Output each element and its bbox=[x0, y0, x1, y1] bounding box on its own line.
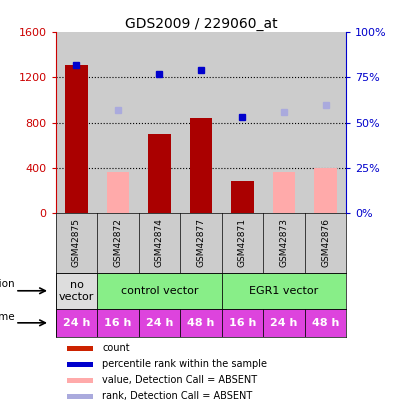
FancyBboxPatch shape bbox=[222, 273, 346, 309]
Text: 24 h: 24 h bbox=[146, 318, 173, 328]
Text: rank, Detection Call = ABSENT: rank, Detection Call = ABSENT bbox=[102, 392, 252, 401]
FancyBboxPatch shape bbox=[56, 309, 97, 337]
Bar bbox=[222, 32, 263, 213]
Text: time: time bbox=[0, 312, 15, 322]
Text: control vector: control vector bbox=[121, 286, 198, 296]
Text: 24 h: 24 h bbox=[63, 318, 90, 328]
Text: GSM42875: GSM42875 bbox=[72, 218, 81, 267]
Bar bbox=[107, 172, 129, 213]
Bar bbox=[273, 172, 295, 213]
Text: GSM42877: GSM42877 bbox=[197, 218, 205, 267]
Bar bbox=[180, 32, 222, 213]
Bar bbox=[65, 65, 88, 213]
FancyBboxPatch shape bbox=[97, 273, 222, 309]
Bar bbox=[67, 362, 94, 367]
Bar bbox=[67, 345, 94, 351]
Text: count: count bbox=[102, 343, 130, 354]
FancyBboxPatch shape bbox=[139, 309, 180, 337]
Text: infection: infection bbox=[0, 279, 15, 289]
Text: 16 h: 16 h bbox=[229, 318, 256, 328]
Text: 48 h: 48 h bbox=[187, 318, 215, 328]
Text: EGR1 vector: EGR1 vector bbox=[250, 286, 319, 296]
Text: 24 h: 24 h bbox=[270, 318, 298, 328]
Title: GDS2009 / 229060_at: GDS2009 / 229060_at bbox=[125, 17, 277, 31]
Bar bbox=[67, 377, 94, 383]
Bar bbox=[97, 32, 139, 213]
Text: 48 h: 48 h bbox=[312, 318, 339, 328]
FancyBboxPatch shape bbox=[180, 309, 222, 337]
Text: value, Detection Call = ABSENT: value, Detection Call = ABSENT bbox=[102, 375, 258, 386]
Text: GSM42874: GSM42874 bbox=[155, 218, 164, 267]
Bar bbox=[263, 32, 305, 213]
Bar bbox=[231, 181, 254, 213]
Bar bbox=[139, 32, 180, 213]
Text: GSM42872: GSM42872 bbox=[113, 218, 123, 267]
Bar bbox=[67, 394, 94, 399]
Text: 16 h: 16 h bbox=[104, 318, 132, 328]
Text: GSM42871: GSM42871 bbox=[238, 218, 247, 267]
Bar bbox=[189, 118, 213, 213]
Bar bbox=[314, 168, 337, 213]
FancyBboxPatch shape bbox=[97, 309, 139, 337]
Bar bbox=[305, 32, 346, 213]
Bar bbox=[148, 134, 171, 213]
FancyBboxPatch shape bbox=[222, 309, 263, 337]
Text: percentile rank within the sample: percentile rank within the sample bbox=[102, 359, 267, 369]
FancyBboxPatch shape bbox=[305, 309, 346, 337]
Text: no
vector: no vector bbox=[59, 280, 94, 302]
FancyBboxPatch shape bbox=[263, 309, 305, 337]
FancyBboxPatch shape bbox=[56, 273, 97, 309]
Text: GSM42876: GSM42876 bbox=[321, 218, 330, 267]
Text: GSM42873: GSM42873 bbox=[279, 218, 289, 267]
Bar bbox=[56, 32, 97, 213]
